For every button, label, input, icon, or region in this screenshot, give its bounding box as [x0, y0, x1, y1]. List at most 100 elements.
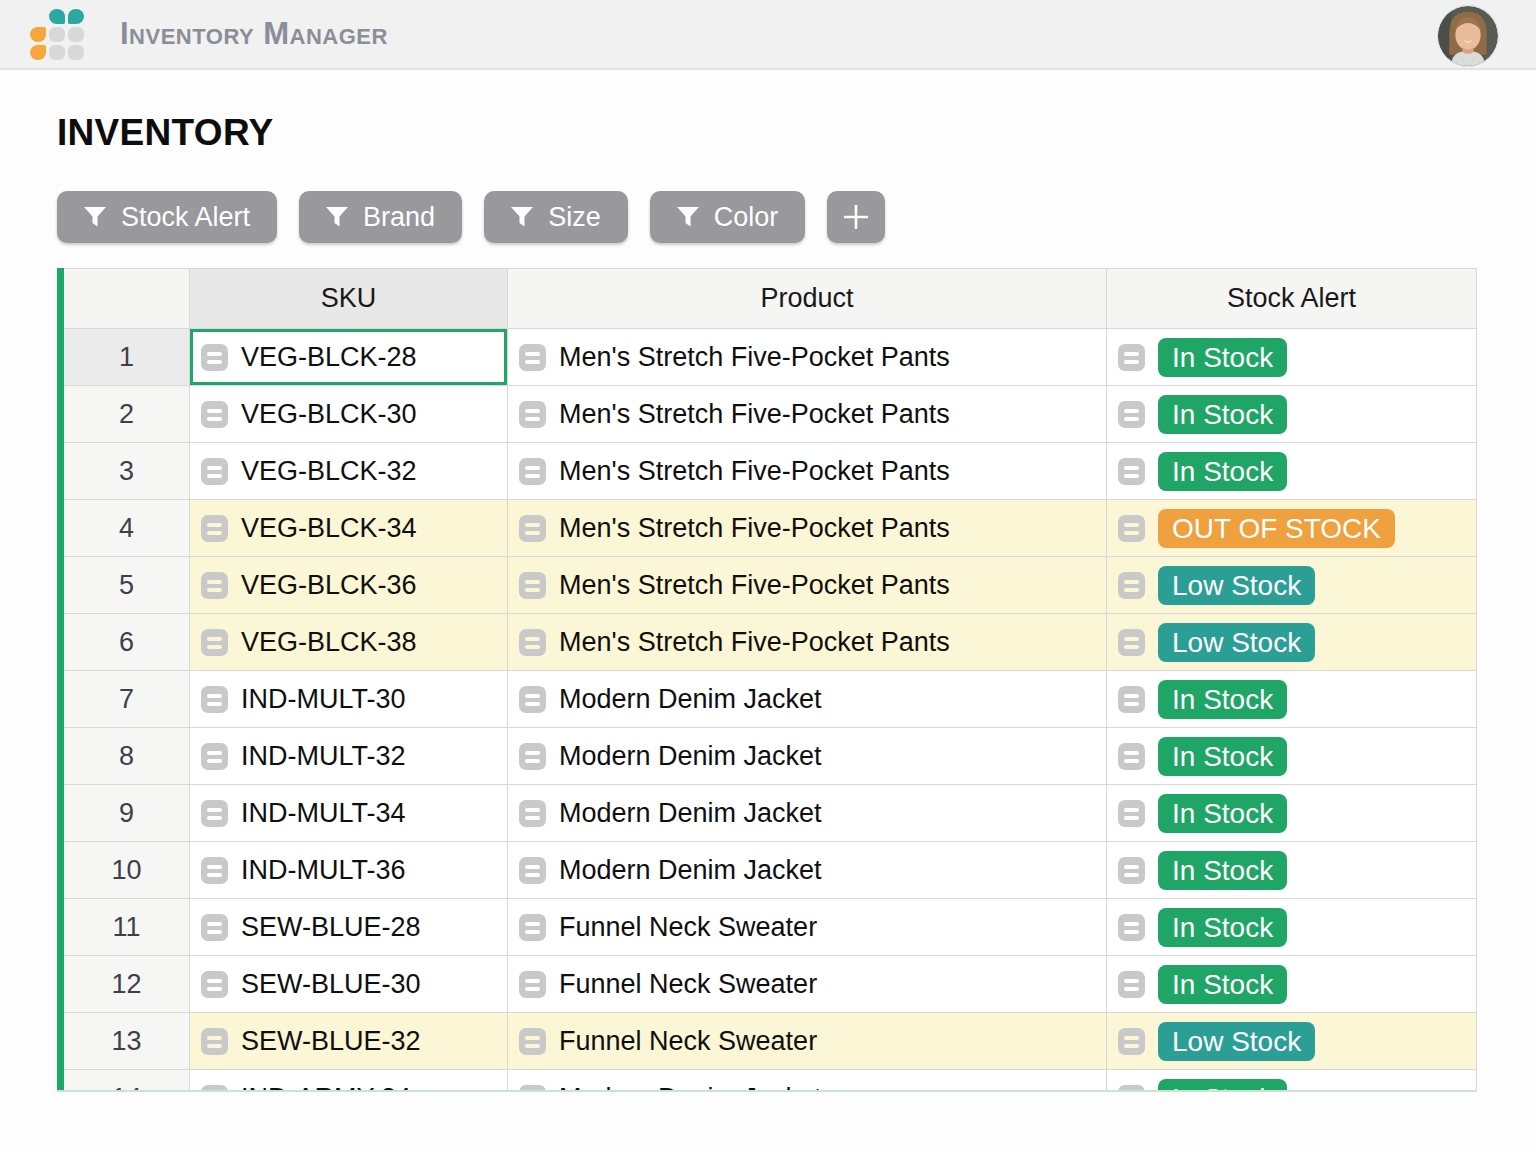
expand-record-icon[interactable] [1118, 572, 1145, 599]
expand-record-icon[interactable] [1118, 686, 1145, 713]
expand-record-icon[interactable] [201, 971, 228, 998]
product-cell[interactable]: Funnel Neck Sweater [508, 899, 1107, 956]
stock-alert-cell[interactable]: Low Stock [1107, 557, 1477, 614]
sku-cell[interactable]: VEG-BLCK-34 [190, 500, 508, 557]
expand-record-icon[interactable] [201, 800, 228, 827]
row-number-cell[interactable]: 3 [64, 443, 190, 500]
row-number-cell[interactable]: 6 [64, 614, 190, 671]
expand-record-icon[interactable] [1118, 629, 1145, 656]
expand-record-icon[interactable] [201, 458, 228, 485]
expand-record-icon[interactable] [201, 914, 228, 941]
expand-record-icon[interactable] [519, 1028, 546, 1055]
user-avatar[interactable] [1438, 6, 1498, 66]
expand-record-icon[interactable] [519, 572, 546, 599]
expand-record-icon[interactable] [1118, 515, 1145, 542]
product-cell[interactable]: Modern Denim Jacket [508, 671, 1107, 728]
expand-record-icon[interactable] [201, 743, 228, 770]
filter-button-brand[interactable]: Brand [299, 191, 462, 243]
stock-alert-cell[interactable]: In Stock [1107, 785, 1477, 842]
column-header-product[interactable]: Product [508, 269, 1107, 329]
product-cell[interactable]: Men's Stretch Five-Pocket Pants [508, 557, 1107, 614]
product-cell[interactable]: Funnel Neck Sweater [508, 1013, 1107, 1070]
product-cell[interactable]: Modern Denim Jacket [508, 728, 1107, 785]
expand-record-icon[interactable] [201, 686, 228, 713]
filter-button-color[interactable]: Color [650, 191, 806, 243]
expand-record-icon[interactable] [201, 572, 228, 599]
product-cell[interactable]: Men's Stretch Five-Pocket Pants [508, 500, 1107, 557]
expand-record-icon[interactable] [1118, 800, 1145, 827]
sku-cell[interactable]: IND-MULT-36 [190, 842, 508, 899]
row-number-cell[interactable]: 14 [64, 1070, 190, 1092]
column-header-rownum[interactable] [64, 269, 190, 329]
product-cell[interactable]: Modern Denim Jacket [508, 1070, 1107, 1092]
stock-alert-cell[interactable]: In Stock [1107, 728, 1477, 785]
expand-record-icon[interactable] [1118, 743, 1145, 770]
expand-record-icon[interactable] [201, 1085, 228, 1093]
sku-cell[interactable]: VEG-BLCK-32 [190, 443, 508, 500]
expand-record-icon[interactable] [1118, 1085, 1145, 1093]
sku-cell[interactable]: IND-MULT-32 [190, 728, 508, 785]
expand-record-icon[interactable] [519, 857, 546, 884]
expand-record-icon[interactable] [201, 1028, 228, 1055]
expand-record-icon[interactable] [1118, 458, 1145, 485]
sku-cell[interactable]: VEG-BLCK-36 [190, 557, 508, 614]
expand-record-icon[interactable] [1118, 857, 1145, 884]
column-header-sku[interactable]: SKU [190, 269, 508, 329]
expand-record-icon[interactable] [1118, 344, 1145, 371]
expand-record-icon[interactable] [201, 515, 228, 542]
expand-record-icon[interactable] [519, 1085, 546, 1093]
row-number-cell[interactable]: 7 [64, 671, 190, 728]
stock-alert-cell[interactable]: In Stock [1107, 1070, 1477, 1092]
expand-record-icon[interactable] [201, 401, 228, 428]
expand-record-icon[interactable] [519, 686, 546, 713]
stock-alert-cell[interactable]: In Stock [1107, 899, 1477, 956]
expand-record-icon[interactable] [519, 515, 546, 542]
expand-record-icon[interactable] [519, 344, 546, 371]
expand-record-icon[interactable] [1118, 971, 1145, 998]
filter-button-size[interactable]: Size [484, 191, 628, 243]
product-cell[interactable]: Men's Stretch Five-Pocket Pants [508, 443, 1107, 500]
stock-alert-cell[interactable]: In Stock [1107, 671, 1477, 728]
column-header-stock-alert[interactable]: Stock Alert [1107, 269, 1477, 329]
expand-record-icon[interactable] [519, 629, 546, 656]
sku-cell[interactable]: VEG-BLCK-30 [190, 386, 508, 443]
expand-record-icon[interactable] [201, 629, 228, 656]
row-number-cell[interactable]: 13 [64, 1013, 190, 1070]
filter-button-stock-alert[interactable]: Stock Alert [57, 191, 277, 243]
row-number-cell[interactable]: 2 [64, 386, 190, 443]
row-number-cell[interactable]: 1 [64, 329, 190, 386]
product-cell[interactable]: Men's Stretch Five-Pocket Pants [508, 329, 1107, 386]
product-cell[interactable]: Modern Denim Jacket [508, 842, 1107, 899]
stock-alert-cell[interactable]: Low Stock [1107, 614, 1477, 671]
sku-cell[interactable]: VEG-BLCK-38 [190, 614, 508, 671]
expand-record-icon[interactable] [519, 800, 546, 827]
sku-cell[interactable]: IND-MULT-30 [190, 671, 508, 728]
expand-record-icon[interactable] [1118, 401, 1145, 428]
row-number-cell[interactable]: 8 [64, 728, 190, 785]
row-number-cell[interactable]: 11 [64, 899, 190, 956]
stock-alert-cell[interactable]: In Stock [1107, 956, 1477, 1013]
expand-record-icon[interactable] [519, 743, 546, 770]
expand-record-icon[interactable] [519, 401, 546, 428]
product-cell[interactable]: Men's Stretch Five-Pocket Pants [508, 614, 1107, 671]
stock-alert-cell[interactable]: In Stock [1107, 386, 1477, 443]
stock-alert-cell[interactable]: OUT OF STOCK [1107, 500, 1477, 557]
stock-alert-cell[interactable]: Low Stock [1107, 1013, 1477, 1070]
add-filter-button[interactable] [827, 191, 885, 243]
sku-cell[interactable]: IND-MULT-34 [190, 785, 508, 842]
sku-cell[interactable]: IND-ARMY-34 [190, 1070, 508, 1092]
row-number-cell[interactable]: 10 [64, 842, 190, 899]
product-cell[interactable]: Modern Denim Jacket [508, 785, 1107, 842]
expand-record-icon[interactable] [201, 344, 228, 371]
stock-alert-cell[interactable]: In Stock [1107, 842, 1477, 899]
product-cell[interactable]: Men's Stretch Five-Pocket Pants [508, 386, 1107, 443]
expand-record-icon[interactable] [1118, 1028, 1145, 1055]
product-cell[interactable]: Funnel Neck Sweater [508, 956, 1107, 1013]
sku-cell[interactable]: SEW-BLUE-30 [190, 956, 508, 1013]
expand-record-icon[interactable] [201, 857, 228, 884]
row-number-cell[interactable]: 12 [64, 956, 190, 1013]
stock-alert-cell[interactable]: In Stock [1107, 329, 1477, 386]
row-number-cell[interactable]: 4 [64, 500, 190, 557]
stock-alert-cell[interactable]: In Stock [1107, 443, 1477, 500]
sku-cell[interactable]: SEW-BLUE-32 [190, 1013, 508, 1070]
